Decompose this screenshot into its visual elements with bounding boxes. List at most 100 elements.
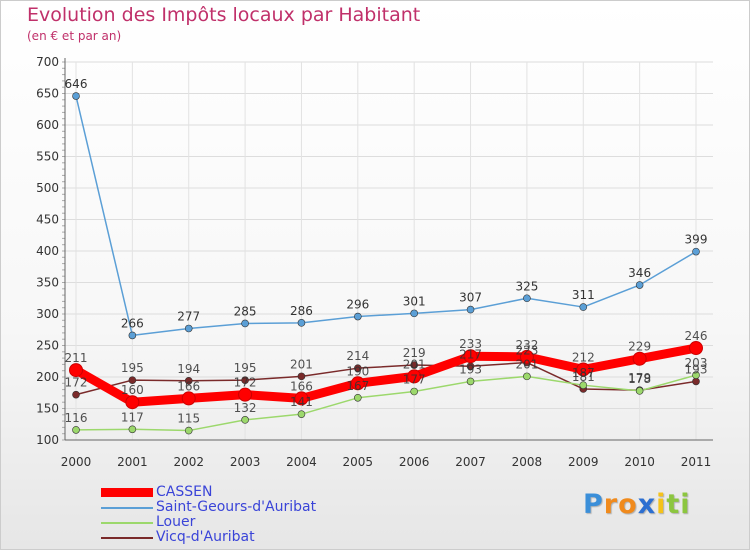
data-label-0-9: 311 <box>572 288 595 302</box>
series-point-3-9 <box>576 362 591 377</box>
chart-subtitle: (en € et par an) <box>27 29 122 43</box>
legend-swatch-saint-geours <box>101 507 153 509</box>
x-tick-label-2009: 2009 <box>568 455 599 469</box>
y-tick-label-450: 450 <box>36 213 59 227</box>
series-point-2-6 <box>410 387 418 396</box>
series-point-1-3 <box>241 376 249 384</box>
proxiti-logo: Proxiti <box>583 489 691 520</box>
data-label-0-8: 325 <box>515 279 538 293</box>
data-label-3-0: 211 <box>65 351 88 365</box>
y-tick-label-600: 600 <box>36 118 59 132</box>
series-point-2-8 <box>523 372 531 381</box>
data-label-3-5: 190 <box>346 364 369 378</box>
y-tick-label-100: 100 <box>36 433 59 447</box>
x-tick-label-2010: 2010 <box>624 455 655 469</box>
data-label-1-7: 217 <box>459 347 482 361</box>
data-label-3-8: 232 <box>515 338 538 352</box>
series-point-0-7 <box>466 305 475 314</box>
data-label-2-0: 116 <box>65 411 88 425</box>
y-tick-label-550: 550 <box>36 150 59 164</box>
x-tick-label-2003: 2003 <box>230 455 261 469</box>
series-point-2-2 <box>184 426 193 435</box>
data-label-2-1: 117 <box>121 410 144 424</box>
series-point-0-4 <box>297 319 306 327</box>
data-label-3-1: 160 <box>121 383 144 397</box>
x-tick-label-2011: 2011 <box>681 455 712 469</box>
x-tick-label-2004: 2004 <box>286 455 317 469</box>
series-line-0 <box>75 95 697 337</box>
data-label-1-1: 195 <box>121 361 144 375</box>
series-point-1-1 <box>128 376 137 384</box>
logo-letter: P <box>583 489 604 520</box>
series-point-1-0 <box>72 390 80 399</box>
data-label-2-4: 141 <box>290 395 313 409</box>
y-tick-label-700: 700 <box>36 55 59 69</box>
series-point-3-1 <box>125 395 140 410</box>
series-point-0-11 <box>692 247 700 256</box>
data-label-0-7: 307 <box>459 291 482 305</box>
y-tick-label-200: 200 <box>36 370 59 384</box>
data-label-3-6: 201 <box>403 357 426 371</box>
series-point-3-3 <box>238 387 253 402</box>
logo-letter: r <box>603 489 619 520</box>
x-tick-label-2001: 2001 <box>117 455 148 469</box>
data-label-0-1: 266 <box>121 316 144 330</box>
chart-title: Evolution des Impôts locaux par Habitant <box>27 4 421 26</box>
series-point-0-1 <box>128 331 137 340</box>
data-label-2-9: 187 <box>572 366 595 380</box>
data-label-2-11: 203 <box>685 356 708 370</box>
y-tick-label-300: 300 <box>36 307 59 321</box>
series-point-3-4 <box>294 391 309 406</box>
series-point-3-5 <box>350 376 365 391</box>
legend-label-louer: Louer <box>156 514 196 530</box>
data-label-3-7: 233 <box>459 337 482 351</box>
data-label-2-6: 177 <box>403 372 426 386</box>
data-label-1-11: 193 <box>685 362 708 376</box>
logo-letter: o <box>618 489 638 520</box>
legend-swatch-vicq <box>101 537 153 539</box>
series-point-2-11 <box>692 371 700 379</box>
data-label-1-2: 194 <box>177 362 200 376</box>
data-label-0-5: 296 <box>346 298 369 312</box>
series-line-2 <box>75 374 697 432</box>
legend-swatch-cassen <box>101 488 153 497</box>
series-point-1-4 <box>297 372 306 381</box>
series-point-0-9 <box>579 303 588 311</box>
data-label-1-0: 172 <box>65 376 88 390</box>
data-label-2-7: 193 <box>459 362 482 376</box>
series-point-0-0 <box>72 92 80 100</box>
legend-item-louer: Louer <box>101 515 361 530</box>
y-tick-label-400: 400 <box>36 244 59 258</box>
series-point-3-8 <box>519 349 534 364</box>
y-tick-label-500: 500 <box>36 181 59 195</box>
legend-item-vicq: Vicq-d'Auribat <box>101 530 361 545</box>
series-point-2-0 <box>72 426 80 434</box>
data-label-1-4: 201 <box>290 357 313 371</box>
x-tick-label-2008: 2008 <box>512 455 543 469</box>
y-tick-label-250: 250 <box>36 339 59 353</box>
series-point-3-10 <box>632 351 647 366</box>
series-point-2-10 <box>635 387 644 395</box>
series-point-1-2 <box>184 376 193 385</box>
series-point-2-5 <box>354 393 362 402</box>
series-point-2-9 <box>579 381 588 389</box>
series-point-3-2 <box>181 391 196 406</box>
series-point-0-3 <box>241 319 249 328</box>
data-label-2-5: 167 <box>346 379 369 393</box>
data-label-1-5: 214 <box>346 349 369 363</box>
legend-item-saint-geours: Saint-Geours-d'Auribat <box>101 500 361 515</box>
data-label-1-3: 195 <box>234 361 257 375</box>
series-line-1 <box>75 361 697 396</box>
series-point-3-6 <box>407 369 422 384</box>
y-tick-label-650: 650 <box>36 87 59 101</box>
data-label-0-2: 277 <box>177 309 200 323</box>
legend-label-saint-geours: Saint-Geours-d'Auribat <box>156 499 317 515</box>
series-point-2-3 <box>241 416 249 424</box>
data-label-1-6: 219 <box>403 346 426 360</box>
data-label-3-4: 166 <box>290 379 313 393</box>
data-label-0-4: 286 <box>290 304 313 318</box>
series-point-2-7 <box>466 377 475 386</box>
data-label-0-0: 646 <box>65 77 88 91</box>
logo-letter: i <box>680 489 691 520</box>
